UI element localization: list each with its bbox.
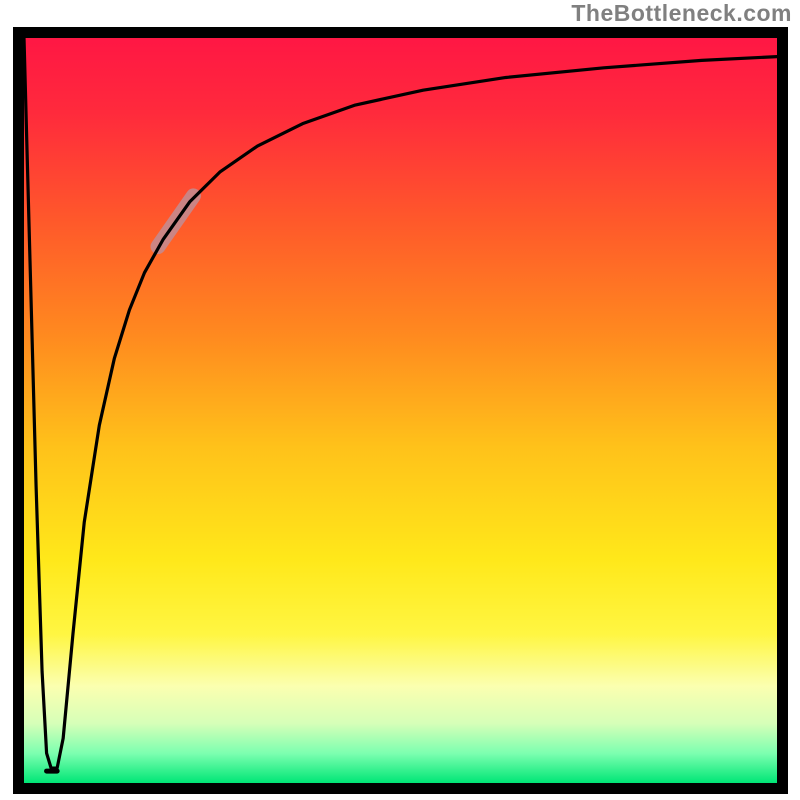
chart-svg: [24, 38, 777, 783]
plot-area: [24, 38, 777, 783]
main-curve: [24, 38, 777, 768]
chart-container: TheBottleneck.com: [0, 0, 800, 800]
watermark-text: TheBottleneck.com: [571, 0, 792, 27]
